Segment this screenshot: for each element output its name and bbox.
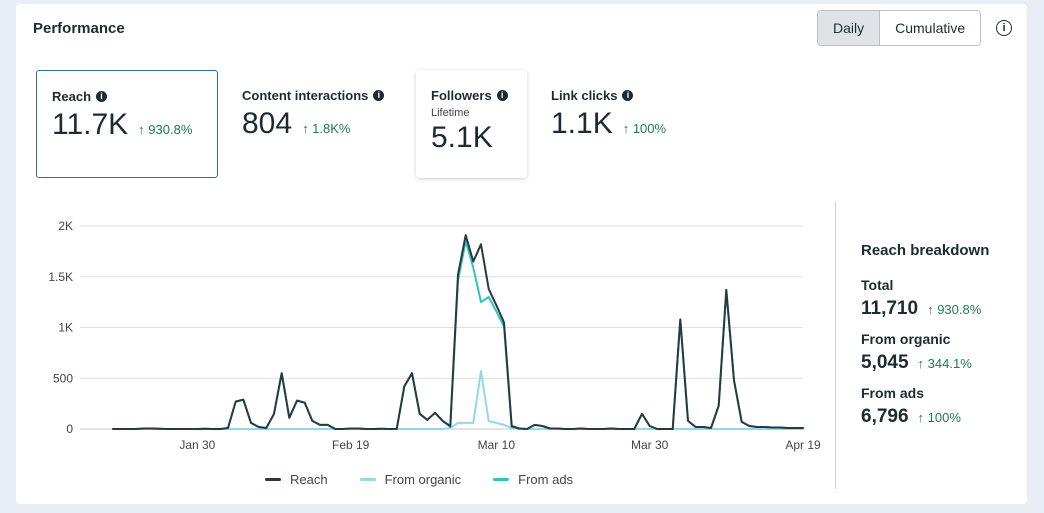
followers-row: 5.1K [431, 121, 512, 155]
link-clicks-card[interactable]: Link clicks i 1.1K ↑ 100% [536, 70, 696, 178]
chart-legend: Reach From organic From ads [265, 472, 605, 487]
info-icon[interactable]: i [496, 90, 508, 101]
link-clicks-change: ↑ 100% [622, 121, 667, 136]
breakdown-total-row: 11,710 ↑ 930.8% [861, 298, 1021, 320]
y-tick-label: 2K [58, 219, 73, 233]
y-tick-label: 1.5K [48, 270, 73, 284]
info-icon[interactable]: i [996, 20, 1012, 36]
content-interactions-card[interactable]: Content interactions i 804 ↑ 1.8K% [227, 70, 407, 178]
chart-divider [835, 202, 836, 489]
content-interactions-label-row: Content interactions i [242, 88, 392, 103]
info-icon[interactable]: i [96, 91, 108, 102]
link-clicks-label: Link clicks [551, 88, 618, 103]
legend-swatch-ads [493, 478, 510, 481]
x-tick-label: Feb 19 [332, 438, 370, 452]
info-icon[interactable]: i [622, 90, 634, 101]
daily-toggle-button[interactable]: Daily [818, 11, 881, 45]
breakdown-total-change: ↑ 930.8% [927, 302, 982, 317]
view-toggle: Daily Cumulative [817, 10, 982, 46]
content-interactions-row: 804 ↑ 1.8K% [242, 107, 392, 141]
page-title: Performance [33, 20, 125, 37]
reach-card[interactable]: Reach i 11.7K ↑ 930.8% [36, 70, 218, 178]
y-tick-label: 0 [66, 422, 73, 436]
breakdown-ads-value: 6,796 [861, 406, 909, 427]
x-tick-label: Mar 10 [478, 438, 516, 452]
content-interactions-value: 804 [242, 107, 293, 140]
breakdown-organic-label: From organic [861, 331, 951, 347]
x-tick-label: Apr 19 [785, 438, 821, 452]
legend-organic[interactable]: From organic [359, 472, 462, 487]
x-tick-label: Jan 30 [179, 438, 215, 452]
content-interactions-label: Content interactions [242, 88, 369, 103]
breakdown-organic-value: 5,045 [861, 352, 909, 373]
followers-sub: Lifetime [431, 107, 470, 119]
series-line-from-organic [112, 370, 804, 430]
followers-label: Followers [431, 88, 492, 103]
y-tick-label: 1K [58, 321, 73, 335]
followers-label-row: Followers i [431, 88, 512, 103]
series-line-from-ads [112, 240, 804, 430]
breakdown-total-value: 11,710 [861, 298, 919, 319]
legend-label-reach: Reach [290, 472, 328, 487]
reach-card-label-row: Reach i [52, 89, 202, 104]
breakdown-ads-change: ↑ 100% [917, 410, 961, 425]
breakdown-title: Reach breakdown [861, 242, 990, 259]
breakdown-organic-row: 5,045 ↑ 344.1% [861, 352, 1021, 374]
breakdown-total: Total 11,710 ↑ 930.8% [861, 277, 1021, 320]
followers-card[interactable]: Followers i Lifetime 5.1K [416, 70, 527, 178]
breakdown-ads-label: From ads [861, 385, 925, 401]
legend-label-organic: From organic [384, 472, 462, 487]
link-clicks-label-row: Link clicks i [551, 88, 681, 103]
legend-swatch-organic [359, 478, 376, 481]
reach-card-value: 11.7K [52, 108, 129, 141]
breakdown-total-label: Total [861, 277, 894, 293]
link-clicks-row: 1.1K ↑ 100% [551, 107, 681, 141]
legend-ads[interactable]: From ads [493, 472, 573, 487]
reach-card-change: ↑ 930.8% [138, 122, 193, 137]
breakdown-organic: From organic 5,045 ↑ 344.1% [861, 331, 1021, 374]
breakdown-ads-row: 6,796 ↑ 100% [861, 406, 1021, 428]
legend-reach[interactable]: Reach [265, 472, 328, 487]
breakdown-organic-change: ↑ 344.1% [917, 356, 972, 371]
reach-breakdown: Reach breakdown Total 11,710 ↑ 930.8% Fr… [861, 242, 1021, 439]
x-tick-label: Mar 30 [631, 438, 669, 452]
breakdown-ads: From ads 6,796 ↑ 100% [861, 385, 1021, 428]
reach-card-row: 11.7K ↑ 930.8% [52, 108, 202, 142]
info-icon[interactable]: i [373, 90, 385, 101]
series-line-reach [112, 234, 804, 430]
y-tick-label: 500 [53, 371, 73, 385]
legend-swatch-reach [265, 478, 281, 481]
cumulative-toggle-button[interactable]: Cumulative [880, 11, 981, 45]
reach-card-label: Reach [52, 89, 92, 104]
content-interactions-change: ↑ 1.8K% [302, 121, 351, 136]
followers-value: 5.1K [431, 121, 493, 154]
link-clicks-value: 1.1K [551, 107, 613, 140]
legend-label-ads: From ads [518, 472, 574, 487]
